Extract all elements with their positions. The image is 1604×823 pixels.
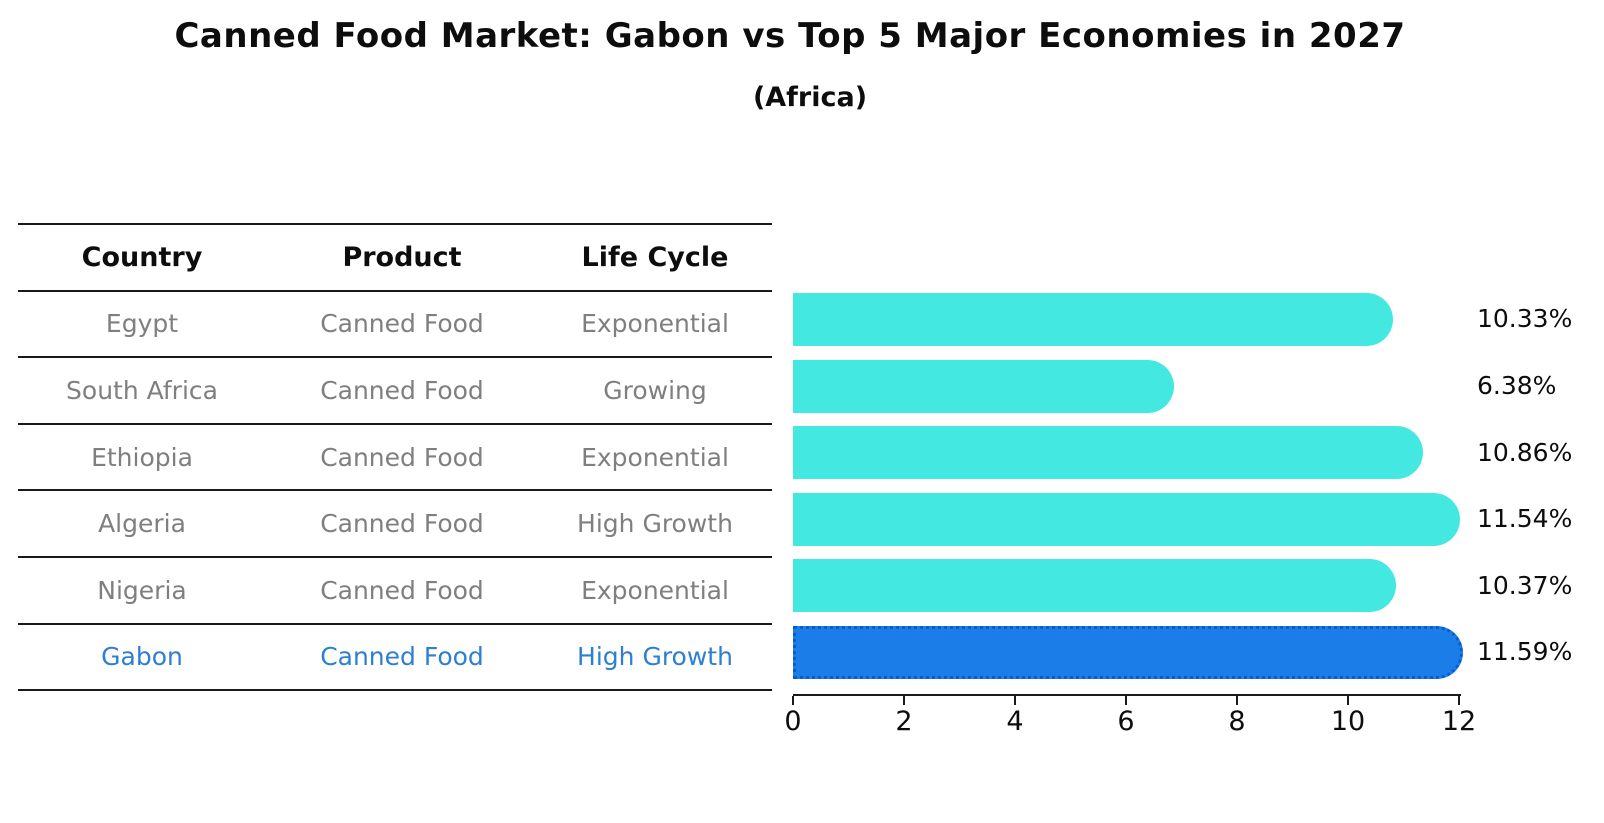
table-row-gabon: Gabon Canned Food High Growth (18, 625, 772, 692)
x-tick-label-8: 8 (1228, 706, 1246, 737)
x-tick-label-12: 12 (1441, 706, 1477, 737)
country-cell: Ethiopia (91, 442, 193, 472)
product-cell: Canned Food (320, 375, 484, 405)
table-row-egypt: Egypt Canned Food Exponential (18, 292, 772, 359)
x-tick-mark-2 (903, 696, 905, 705)
product-cell: Canned Food (320, 509, 484, 539)
x-tick-mark-0 (792, 696, 794, 705)
country-cell: Gabon (101, 642, 183, 672)
chart-title: Canned Food Market: Gabon vs Top 5 Major… (174, 16, 1406, 56)
country-cell: Algeria (98, 509, 186, 539)
bar-south-africa (793, 359, 1175, 413)
life-cycle-cell: Growing (603, 375, 707, 405)
country-cell: South Africa (66, 375, 218, 405)
x-tick-mark-4 (1014, 696, 1016, 705)
bar-nigeria (793, 559, 1396, 613)
value-label-algeria: 11.54% (1477, 504, 1573, 534)
x-tick-mark-12 (1458, 696, 1460, 705)
x-tick-mark-8 (1236, 696, 1238, 705)
x-tick-label-2: 2 (895, 706, 913, 737)
bar-algeria (793, 492, 1461, 546)
product-cell: Canned Food (320, 309, 484, 339)
product-cell: Canned Food (320, 575, 484, 605)
x-tick-label-6: 6 (1117, 706, 1135, 737)
bar-ethiopia (793, 426, 1423, 480)
country-cell: Egypt (105, 309, 179, 339)
table-row-algeria: Algeria Canned Food High Growth (18, 491, 772, 558)
value-label-south-africa: 6.38% (1477, 371, 1557, 400)
life-cycle-cell: Exponential (581, 575, 729, 605)
x-tick-mark-10 (1347, 696, 1349, 705)
chart-subtitle: (Africa) (752, 82, 868, 113)
table-header-row: Country Product Life Cycle (18, 225, 772, 292)
column-header-life-cycle: Life Cycle (581, 241, 729, 273)
x-tick-label-4: 4 (1006, 706, 1024, 737)
value-label-nigeria: 10.37% (1477, 570, 1573, 600)
bar-egypt (793, 292, 1394, 346)
table-row-nigeria: Nigeria Canned Food Exponential (18, 558, 772, 625)
country-table: Country Product Life Cycle Egypt Canned F… (18, 223, 772, 692)
x-tick-label-0: 0 (784, 706, 802, 737)
value-label-ethiopia: 10.86% (1477, 437, 1573, 467)
value-label-egypt: 10.33% (1477, 304, 1573, 334)
column-header-country: Country (81, 241, 203, 273)
product-cell: Canned Food (320, 642, 484, 672)
table-row-south-africa: South Africa Canned Food Growing (18, 358, 772, 425)
x-tick-label-10: 10 (1330, 706, 1366, 737)
value-label-gabon: 11.59% (1477, 637, 1573, 667)
country-cell: Nigeria (97, 575, 187, 605)
table-row-ethiopia: Ethiopia Canned Food Exponential (18, 425, 772, 492)
life-cycle-cell: High Growth (577, 509, 733, 539)
life-cycle-cell: Exponential (581, 442, 729, 472)
product-cell: Canned Food (320, 442, 484, 472)
column-header-product: Product (342, 241, 462, 273)
x-axis-line (793, 694, 1461, 696)
life-cycle-cell: Exponential (581, 309, 729, 339)
life-cycle-cell: High Growth (577, 642, 733, 672)
x-tick-mark-6 (1125, 696, 1127, 705)
bar-gabon (793, 625, 1464, 679)
